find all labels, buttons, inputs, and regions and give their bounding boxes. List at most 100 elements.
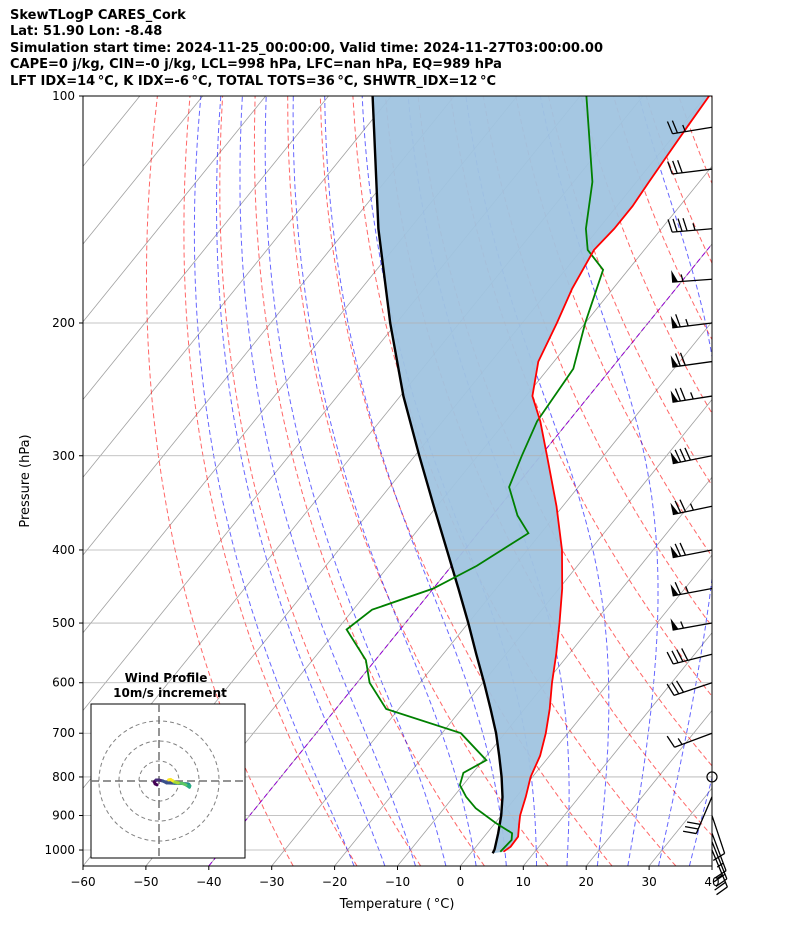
x-tick-label: 10	[516, 875, 531, 889]
y-tick-label: 1000	[44, 843, 75, 857]
x-axis-label: Temperature ( °C)	[339, 897, 455, 912]
barb-half	[680, 274, 684, 282]
wind-barb	[670, 618, 713, 631]
barb-full	[677, 160, 683, 174]
x-tick-label: 40	[704, 875, 719, 889]
barb-full	[682, 830, 697, 835]
barb-half	[682, 124, 686, 132]
barb-shaft	[672, 622, 713, 631]
time-line: Simulation start time: 2024-11-25_00:00:…	[10, 40, 603, 56]
y-tick-label: 100	[52, 89, 75, 103]
barb-full	[713, 873, 726, 883]
wind-barb	[666, 120, 713, 135]
barb-shaft	[672, 168, 713, 175]
barb-full	[675, 314, 681, 328]
barb-full	[667, 219, 673, 233]
wind-barb	[670, 542, 713, 559]
barb-pennant	[670, 355, 679, 368]
barb-full	[677, 218, 683, 232]
dry-adiabat-line	[645, 96, 712, 265]
wind-barb	[666, 648, 713, 665]
barb-full	[716, 886, 728, 896]
x-tick-label: 20	[579, 875, 594, 889]
y-tick-label: 300	[52, 449, 75, 463]
wind-barb	[711, 841, 728, 888]
chart-header: SkewTLogP CARES_Cork Lat: 51.90 Lon: -8.…	[10, 8, 603, 90]
barb-shaft	[672, 587, 713, 597]
barb-full	[666, 121, 674, 135]
barb-full	[666, 735, 676, 748]
barb-half	[677, 738, 683, 745]
dry-adiabat-line	[253, 96, 485, 866]
x-tick-label: −50	[133, 875, 158, 889]
moist-adiabat-line	[638, 96, 712, 866]
wind-barb	[666, 732, 713, 748]
dry-adiabat-line	[744, 96, 794, 866]
barb-shaft	[672, 278, 713, 283]
wind-barb	[667, 160, 713, 175]
moist-adiabat-line	[215, 96, 386, 866]
wind-barb	[666, 680, 713, 697]
cape-line: CAPE=0 j/kg, CIN=-0 j/kg, LCL=998 hPa, L…	[10, 57, 502, 73]
wind-barb	[670, 352, 713, 368]
dry-adiabat-line	[776, 96, 794, 866]
barb-pennant	[670, 545, 679, 558]
barb-full	[714, 881, 726, 891]
barb-shaft	[711, 832, 727, 871]
hodograph-inset: Wind Profile 10m/s increment	[90, 671, 246, 859]
barb-shaft	[672, 549, 713, 559]
isotherm-line	[83, 96, 266, 323]
isotherm-line	[648, 787, 712, 866]
barb-full	[714, 870, 727, 879]
wind-barb	[670, 499, 713, 516]
barb-pennant	[671, 270, 679, 283]
isotherm-line	[83, 96, 329, 401]
barb-full	[679, 387, 686, 401]
dry-adiabat-line	[319, 96, 613, 866]
y-tick-label: 200	[52, 316, 75, 330]
barb-full	[674, 353, 681, 367]
barb-full	[674, 581, 682, 595]
dry-adiabat-line	[183, 96, 358, 866]
wind-barb	[682, 796, 713, 835]
barb-full	[674, 543, 682, 557]
barb-half	[716, 862, 724, 868]
barb-full	[666, 651, 674, 665]
dewpoint-line	[345, 96, 605, 853]
moist-adiabat-line	[292, 96, 477, 866]
dry-adiabat-line	[547, 96, 712, 487]
wind-barb	[711, 832, 727, 879]
dry-adiabat-line	[515, 96, 712, 558]
isotherm-line	[83, 96, 455, 556]
wind-barbs	[666, 120, 728, 896]
x-tick-label: −20	[322, 875, 347, 889]
barb-full	[674, 500, 682, 514]
x-axis-ticks: −60 −50 −40 −30 −20 −10 0 10 20 30 40	[70, 866, 720, 889]
barb-full	[715, 878, 728, 888]
barb-full	[676, 649, 684, 662]
isotherm-line	[460, 554, 712, 866]
barb-full	[679, 499, 687, 513]
barb-half	[680, 621, 685, 629]
barb-full	[674, 388, 681, 402]
barb-half	[692, 223, 696, 231]
dry-adiabat-line	[613, 96, 712, 341]
barb-shaft	[673, 682, 713, 697]
barb-shaft	[672, 322, 713, 329]
cape-cin-area	[372, 96, 710, 854]
barb-full	[681, 648, 689, 661]
barb-shaft	[711, 841, 728, 880]
barb-full	[712, 852, 725, 861]
barb-shaft	[672, 395, 713, 403]
barb-shaft	[672, 455, 713, 465]
dry-adiabat-line	[678, 96, 712, 185]
moist-adiabat-line	[193, 96, 355, 866]
dry-adiabat-line	[417, 96, 712, 767]
x-tick-label: 30	[641, 875, 656, 889]
y-tick-label: 500	[52, 616, 75, 630]
parcel-profile-line	[371, 96, 504, 854]
barb-full	[684, 825, 699, 830]
x-tick-label: −30	[259, 875, 284, 889]
isotherm-line	[711, 865, 712, 866]
